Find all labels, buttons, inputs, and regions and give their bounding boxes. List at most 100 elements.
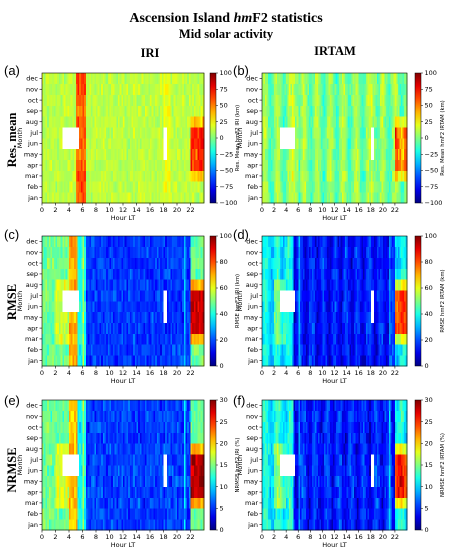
y-tick-label: dec — [246, 238, 258, 246]
heatmap-cell — [139, 246, 142, 259]
heatmap-cell — [366, 94, 369, 106]
heatmap-cell — [399, 192, 402, 204]
heatmap-cell — [400, 73, 403, 85]
heatmap-cell — [141, 344, 144, 356]
heatmap-cell — [178, 181, 181, 193]
heatmap-cell — [175, 519, 178, 531]
heatmap-cell — [263, 181, 266, 193]
heatmap-cell — [391, 257, 394, 269]
heatmap-cell — [278, 333, 281, 345]
heatmap-cell — [396, 127, 399, 139]
heatmap-cell — [148, 116, 151, 128]
heatmap-cell — [65, 301, 68, 313]
heatmap-cell — [308, 344, 311, 356]
heatmap-cell — [358, 355, 361, 367]
heatmap-cell — [77, 519, 80, 531]
heatmap-cell — [75, 83, 78, 96]
heatmap-cell — [104, 246, 107, 259]
heatmap-cell — [307, 333, 310, 345]
heatmap-cell — [58, 355, 61, 367]
heatmap-cell — [349, 268, 352, 280]
heatmap-cell — [47, 159, 50, 171]
heatmap-cell — [53, 279, 56, 291]
heatmap-cell — [156, 311, 159, 324]
heatmap-cell — [311, 279, 314, 291]
heatmap-cell — [363, 105, 366, 117]
heatmap-cell — [378, 311, 381, 324]
heatmap-cell — [97, 159, 100, 171]
heatmap-cell — [375, 127, 378, 139]
heatmap-cell — [92, 246, 95, 259]
heatmap-cell — [153, 290, 156, 302]
heatmap-cell — [313, 236, 316, 248]
heatmap-cell — [331, 127, 334, 139]
heatmap-cell — [397, 236, 400, 248]
heatmap-cell — [328, 246, 331, 259]
heatmap-cell — [283, 290, 286, 302]
heatmap-cell — [144, 236, 147, 248]
heatmap-cell — [187, 268, 190, 280]
heatmap-cell — [301, 333, 304, 345]
heatmap-cell — [178, 257, 181, 269]
x-tick-label: 10 — [318, 206, 326, 214]
heatmap-cell — [390, 236, 393, 248]
heatmap-cell — [119, 311, 122, 324]
heatmap-cell — [89, 73, 92, 85]
heatmap-cell — [50, 519, 53, 531]
heatmap-cell — [163, 290, 166, 302]
heatmap-cell — [102, 181, 105, 193]
heatmap-cell — [405, 138, 408, 150]
heatmap-cell — [379, 279, 382, 291]
heatmap-cell — [151, 279, 154, 291]
heatmap-cell — [165, 311, 168, 324]
heatmap-cell — [148, 192, 151, 204]
heatmap-cell — [109, 148, 112, 161]
heatmap-cell — [280, 148, 282, 161]
heatmap-cell — [296, 257, 299, 269]
heatmap-cell — [62, 170, 65, 182]
heatmap-cell — [124, 257, 127, 269]
heatmap-cell — [286, 355, 289, 367]
heatmap-cell — [109, 290, 112, 302]
heatmap-cell — [190, 83, 193, 96]
heatmap-cell — [148, 181, 151, 193]
heatmap-cell — [42, 181, 45, 193]
heatmap-cell — [168, 192, 171, 204]
heatmap-cell — [139, 333, 142, 345]
heatmap-cell — [305, 116, 308, 128]
heatmap-cell — [385, 105, 388, 117]
heatmap-cell — [55, 94, 58, 106]
heatmap-cell — [293, 181, 296, 193]
heatmap-cell — [289, 246, 292, 259]
heatmap-cell — [325, 290, 328, 302]
heatmap-cell — [283, 236, 286, 248]
heatmap-cell — [340, 170, 343, 182]
heatmap-cell — [85, 257, 88, 269]
heatmap-cell — [92, 105, 95, 117]
heatmap-cell — [144, 83, 147, 96]
heatmap-cell — [317, 344, 320, 356]
heatmap-cell — [43, 344, 46, 356]
heatmap-cell — [187, 355, 190, 367]
heatmap-cell — [337, 322, 340, 334]
heatmap-cell — [319, 159, 322, 171]
heatmap-cell — [286, 333, 289, 345]
heatmap-cell — [394, 170, 397, 182]
heatmap-cell — [373, 246, 376, 259]
heatmap-cell — [295, 116, 298, 128]
heatmap-cell — [325, 301, 328, 313]
heatmap-cell — [82, 159, 85, 171]
heatmap-cell — [192, 127, 195, 139]
heatmap-cell — [114, 322, 117, 334]
heatmap-cell — [284, 170, 287, 182]
heatmap-cell — [177, 519, 180, 531]
heatmap-cell — [284, 73, 287, 85]
heatmap-cell — [343, 192, 346, 204]
heatmap-cell — [55, 181, 58, 193]
heatmap-cell — [397, 290, 400, 302]
heatmap-cell — [60, 83, 63, 96]
heatmap-cell — [298, 246, 301, 259]
row-header-res-mean: Res. mean — [5, 113, 19, 168]
y-tick-label: oct — [248, 259, 259, 267]
heatmap-cell — [373, 94, 376, 106]
